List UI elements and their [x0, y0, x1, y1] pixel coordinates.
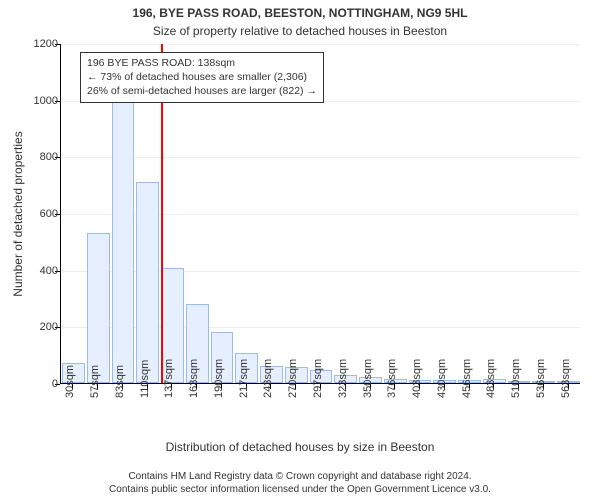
histogram-bar [112, 88, 135, 383]
footer-line-1: Contains HM Land Registry data © Crown c… [0, 470, 600, 483]
gridline [61, 157, 580, 158]
y-tick-label: 800 [0, 151, 64, 163]
y-tick-label: 200 [0, 321, 64, 333]
y-tick-label: 600 [0, 208, 64, 220]
annotation-line-2: ← 73% of detached houses are smaller (2,… [87, 70, 317, 84]
y-tick-label: 0 [0, 378, 64, 390]
annotation-line-3: 26% of semi-detached houses are larger (… [87, 84, 317, 98]
footer-attribution: Contains HM Land Registry data © Crown c… [0, 470, 600, 496]
chart-container: 196, BYE PASS ROAD, BEESTON, NOTTINGHAM,… [0, 0, 600, 500]
histogram-bar [136, 182, 159, 383]
y-tick-label: 1200 [0, 38, 64, 50]
y-tick-label: 400 [0, 265, 64, 277]
y-tick-label: 1000 [0, 95, 64, 107]
gridline [61, 44, 580, 45]
annotation-box: 196 BYE PASS ROAD: 138sqm ← 73% of detac… [80, 52, 324, 103]
x-axis-label: Distribution of detached houses by size … [0, 440, 600, 454]
chart-title-sub: Size of property relative to detached ho… [0, 24, 600, 38]
chart-title-main: 196, BYE PASS ROAD, BEESTON, NOTTINGHAM,… [0, 6, 600, 20]
footer-line-2: Contains public sector information licen… [0, 483, 600, 496]
histogram-bar [87, 233, 110, 383]
annotation-line-1: 196 BYE PASS ROAD: 138sqm [87, 56, 317, 70]
y-axis-label: Number of detached properties [11, 131, 25, 296]
